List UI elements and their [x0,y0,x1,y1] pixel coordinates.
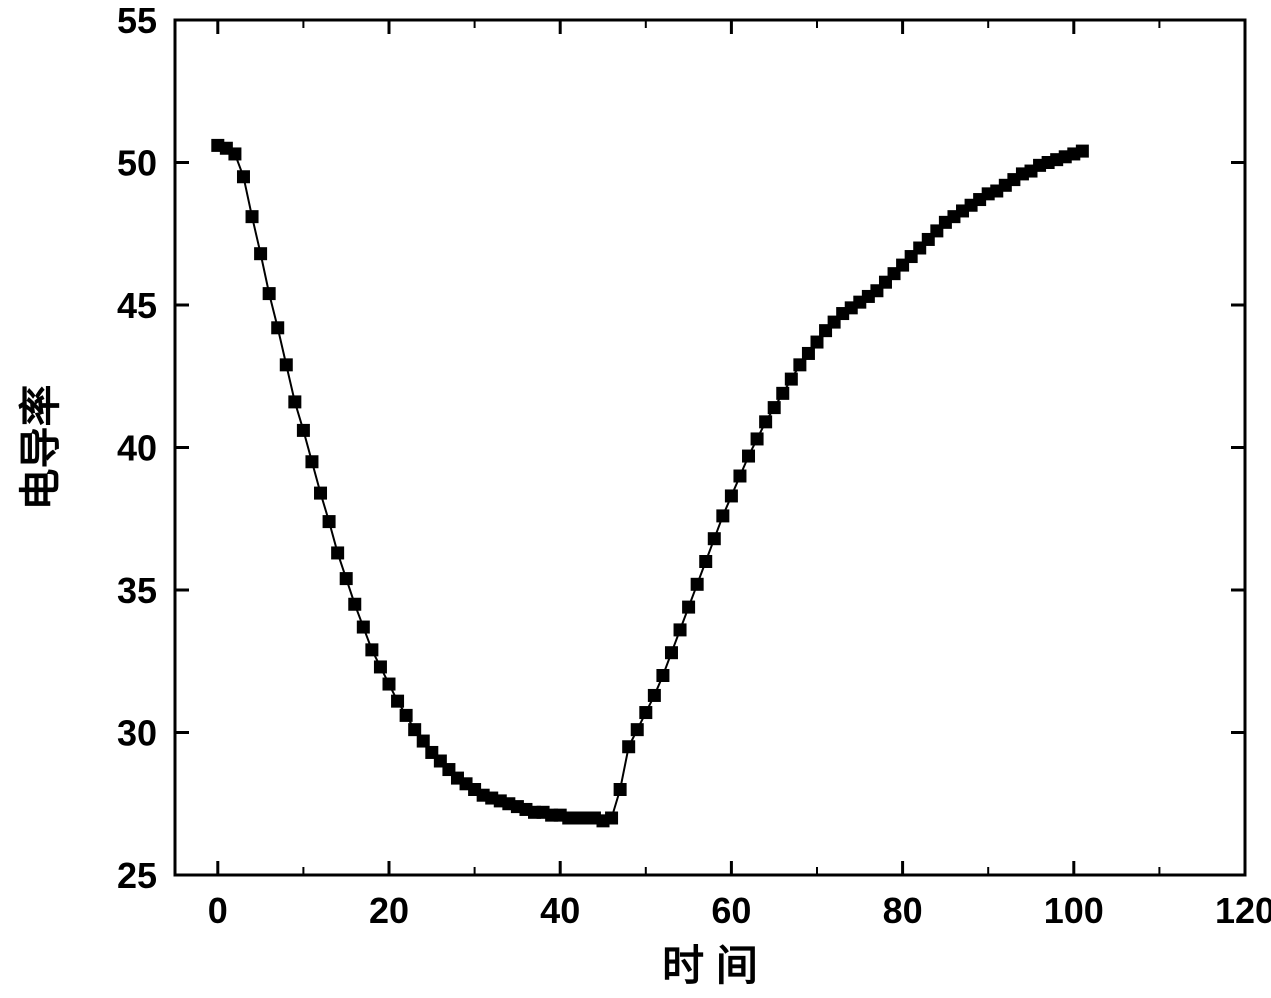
data-marker [255,248,267,260]
y-tick-label: 30 [117,713,157,754]
data-marker [417,735,429,747]
data-marker [383,678,395,690]
data-marker [323,516,335,528]
x-tick-label: 40 [540,890,580,931]
chart-svg: 0 20 40 60 80 100 120 25 30 35 40 45 50 55 时 间 电导率 [0,0,1271,998]
data-marker [768,402,780,414]
data-marker [392,695,404,707]
x-tick-label: 80 [883,890,923,931]
y-axis-title: 电导率 [17,384,64,510]
y-tick-label: 25 [117,855,157,896]
data-line [218,145,1083,820]
data-marker [708,533,720,545]
data-marker [743,450,755,462]
data-marker [614,784,626,796]
x-axis-title: 时 间 [662,942,758,989]
data-marker [400,709,412,721]
data-marker [691,578,703,590]
data-marker [272,322,284,334]
data-marker [332,547,344,559]
x-tick-label: 120 [1215,890,1271,931]
data-marker [751,433,763,445]
data-marker [717,510,729,522]
data-marker [349,598,361,610]
x-tick-label: 0 [208,890,228,931]
data-marker [1076,145,1088,157]
y-tick-label: 35 [117,570,157,611]
data-marker [802,347,814,359]
data-marker [606,812,618,824]
data-marker [623,741,635,753]
data-marker [366,644,378,656]
chart-container: 0 20 40 60 80 100 120 25 30 35 40 45 50 55 时 间 电导率 [0,0,1271,998]
x-tick-label: 20 [369,890,409,931]
data-marker [315,487,327,499]
data-marker [785,373,797,385]
y-tick-label: 40 [117,428,157,469]
data-marker [657,670,669,682]
data-marker [760,416,772,428]
data-marker [340,573,352,585]
data-marker [640,707,652,719]
data-marker [297,424,309,436]
y-tick-label: 55 [117,0,157,41]
data-marker [777,387,789,399]
data-marker [280,359,292,371]
data-marker [306,456,318,468]
x-tick-label: 100 [1044,890,1104,931]
data-marker [374,661,386,673]
data-marker [357,621,369,633]
data-marker [665,647,677,659]
data-marker [648,689,660,701]
data-marker [725,490,737,502]
data-marker [683,601,695,613]
data-marker [263,288,275,300]
data-marker [674,624,686,636]
data-marker [229,148,241,160]
data-marker [700,556,712,568]
data-marker [734,470,746,482]
data-marker [237,171,249,183]
data-marker [289,396,301,408]
data-marker [246,211,258,223]
data-marker [631,724,643,736]
y-tick-label: 45 [117,285,157,326]
data-marker [409,724,421,736]
data-marker [811,336,823,348]
y-tick-label: 50 [117,143,157,184]
x-tick-label: 60 [711,890,751,931]
data-marker [794,359,806,371]
